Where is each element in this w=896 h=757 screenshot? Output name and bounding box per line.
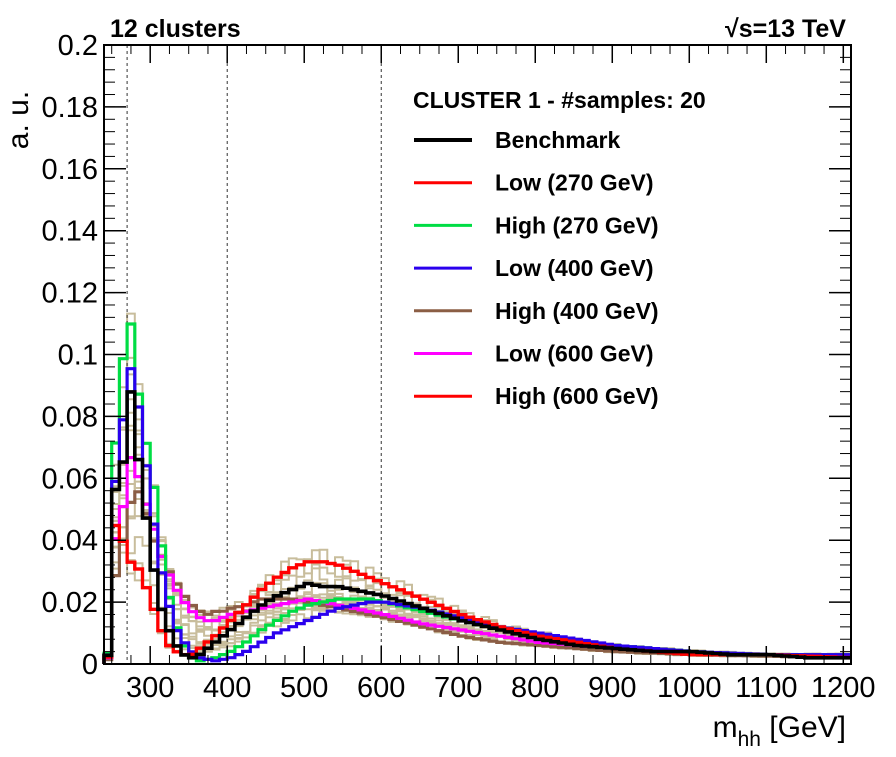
y-tick-label: 0.16 [42, 154, 98, 186]
x-axis-title-unit: [GeV] [761, 711, 846, 744]
y-tick-label: 0.2 [58, 30, 98, 62]
legend-entry-label: Low (270 GeV) [495, 170, 653, 196]
y-tick-label: 0.06 [42, 463, 98, 495]
x-tick-label: 1000 [657, 672, 722, 704]
y-tick-label: 0.02 [42, 587, 98, 619]
x-tick-label: 500 [280, 672, 328, 704]
axis-tick-labels: 0 0.02 0.04 0.06 0.08 0.1 0.12 0.14 0.16 0.18 0.2 3… [42, 30, 876, 704]
y-tick-label: 0.04 [42, 525, 98, 557]
x-axis-title-main: m [713, 711, 738, 744]
energy-label-text: s=13 TeV [739, 15, 847, 43]
reference-lines [126, 45, 382, 664]
y-tick-label: 0.14 [42, 216, 98, 248]
legend-title: CLUSTER 1 - #samples: 20 [413, 87, 706, 113]
x-tick-label: 400 [203, 672, 251, 704]
y-tick-label: 0.1 [58, 340, 98, 372]
legend-entry-label: High (600 GeV) [495, 383, 659, 409]
x-tick-label: 800 [511, 672, 559, 704]
series-line-high-600-gev [102, 523, 851, 664]
y-tick-label: 0.08 [42, 401, 98, 433]
y-axis-title: a. u. [2, 91, 35, 149]
x-axis-title: mhh [GeV] [713, 711, 846, 751]
y-tick-label: 0 [82, 649, 98, 681]
legend-entry-label: Low (600 GeV) [495, 341, 653, 367]
series-line-benchmark [102, 390, 851, 664]
axis-ticks [104, 44, 851, 665]
legend: CLUSTER 1 - #samples: 20 Benchmark Low (2… [413, 87, 706, 409]
y-tick-label: 0.12 [42, 278, 98, 310]
sqrt-symbol: √ [725, 15, 739, 43]
x-tick-label: 700 [434, 672, 482, 704]
x-tick-label: 1200 [811, 672, 876, 704]
series-layer [102, 322, 851, 664]
y-tick-label: 0.18 [42, 92, 98, 124]
x-tick-label: 300 [126, 672, 174, 704]
x-tick-label: 1100 [735, 672, 797, 704]
x-axis-title-sub: hh [738, 728, 761, 751]
legend-entry-label: High (270 GeV) [495, 212, 659, 238]
cluster-count-title: 12 clusters [110, 15, 241, 43]
x-tick-label: 900 [588, 672, 636, 704]
x-tick-label: 600 [357, 672, 405, 704]
legend-entry-label: High (400 GeV) [495, 298, 659, 324]
legend-entry-label: Benchmark [495, 127, 620, 153]
legend-entry-label: Low (400 GeV) [495, 255, 653, 281]
energy-label: √s=13 TeV [725, 15, 846, 43]
